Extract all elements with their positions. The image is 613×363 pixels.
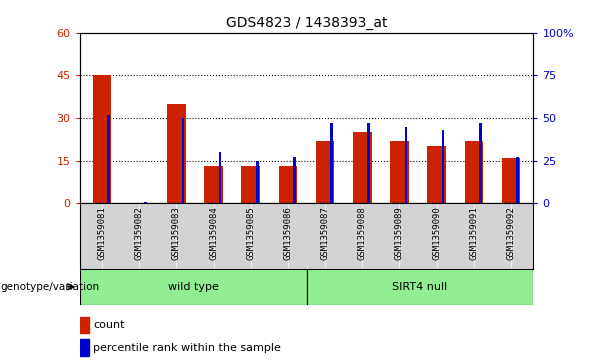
Bar xyxy=(316,141,334,203)
Text: GSM1359086: GSM1359086 xyxy=(283,207,292,260)
Bar xyxy=(145,201,147,203)
Bar xyxy=(442,130,444,203)
Text: GSM1359090: GSM1359090 xyxy=(432,207,441,260)
Text: count: count xyxy=(93,321,125,330)
Bar xyxy=(306,269,533,305)
Text: GSM1359083: GSM1359083 xyxy=(172,207,181,260)
Text: genotype/variation: genotype/variation xyxy=(0,282,99,292)
Text: GSM1359088: GSM1359088 xyxy=(358,207,367,260)
Bar xyxy=(353,132,371,203)
Bar xyxy=(390,141,409,203)
Bar xyxy=(330,123,333,203)
Bar xyxy=(80,269,306,305)
Bar xyxy=(80,339,89,356)
Bar xyxy=(279,166,297,203)
Bar xyxy=(107,115,110,203)
Bar xyxy=(219,152,221,203)
Bar xyxy=(367,123,370,203)
Bar xyxy=(516,157,519,203)
Bar xyxy=(80,317,89,333)
Bar xyxy=(427,146,446,203)
Bar xyxy=(465,141,483,203)
Bar xyxy=(256,160,259,203)
Bar xyxy=(479,123,482,203)
Text: GSM1359082: GSM1359082 xyxy=(135,207,143,260)
Text: GSM1359087: GSM1359087 xyxy=(321,207,330,260)
Text: percentile rank within the sample: percentile rank within the sample xyxy=(93,343,281,352)
Title: GDS4823 / 1438393_at: GDS4823 / 1438393_at xyxy=(226,16,387,30)
Bar xyxy=(93,75,112,203)
Bar xyxy=(501,158,520,203)
Text: GSM1359081: GSM1359081 xyxy=(97,207,107,260)
Text: wild type: wild type xyxy=(168,282,218,292)
Bar xyxy=(181,118,184,203)
Bar xyxy=(405,126,407,203)
Bar xyxy=(242,166,260,203)
Text: GSM1359089: GSM1359089 xyxy=(395,207,404,260)
Text: GSM1359091: GSM1359091 xyxy=(470,207,478,260)
Bar xyxy=(167,104,186,203)
Bar xyxy=(204,166,223,203)
Text: GSM1359085: GSM1359085 xyxy=(246,207,255,260)
Text: GSM1359084: GSM1359084 xyxy=(209,207,218,260)
Text: SIRT4 null: SIRT4 null xyxy=(392,282,447,292)
Text: GSM1359092: GSM1359092 xyxy=(506,207,516,260)
Bar xyxy=(293,157,295,203)
